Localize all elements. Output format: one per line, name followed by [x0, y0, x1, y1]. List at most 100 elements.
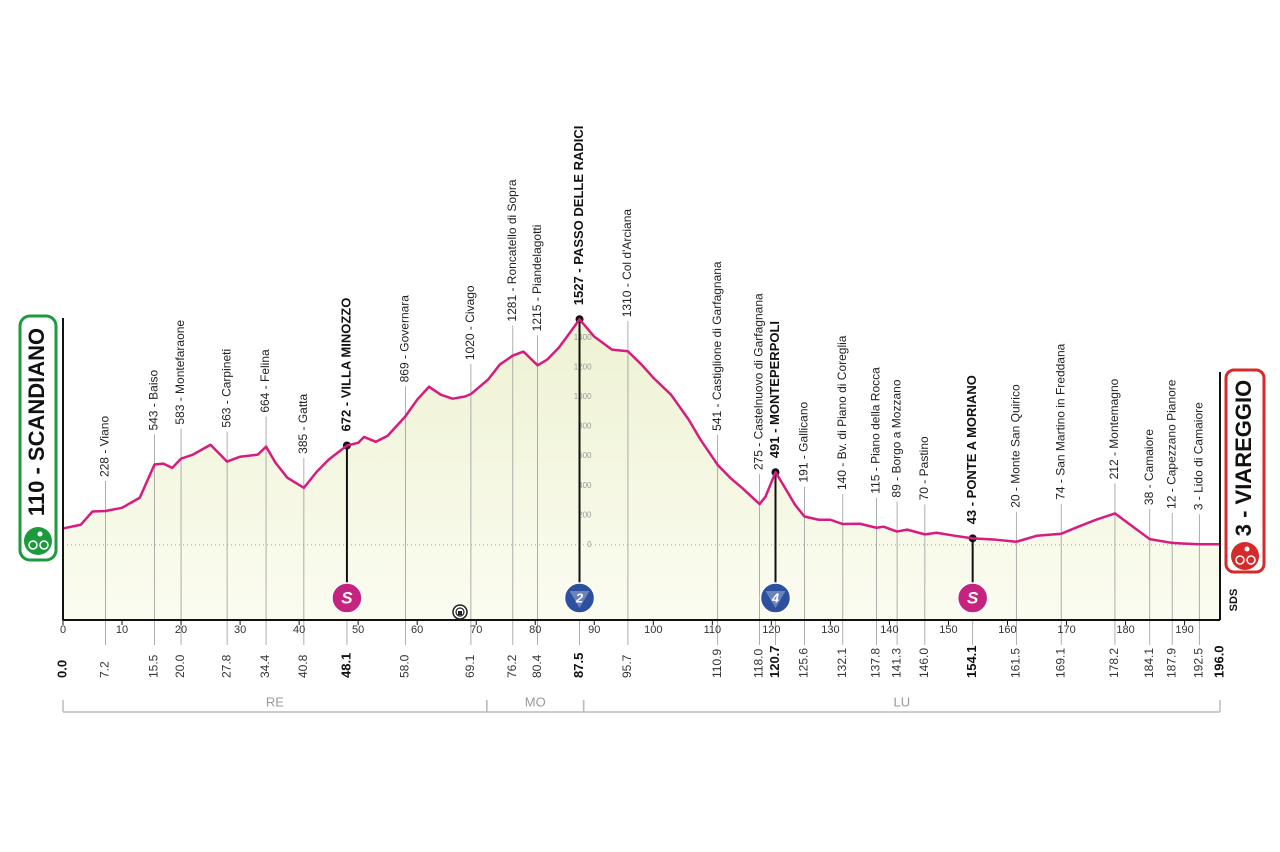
marker-triangle	[765, 591, 786, 608]
x-tick-label: 30	[234, 624, 246, 636]
poi-label: 3 - Lido di Camaiore	[1192, 402, 1206, 510]
region-label: LU	[894, 694, 911, 709]
marker-label: S	[341, 588, 353, 607]
marker-badge	[956, 582, 989, 614]
km-label: 184.1	[1142, 648, 1156, 678]
km-label: 146.0	[917, 648, 931, 678]
poi-label: 74 - San Martino in Freddana	[1053, 343, 1067, 499]
km-label: 15.5	[147, 654, 161, 678]
poi-label: 140 - Bv. di Piano di Coreglia	[835, 335, 849, 490]
x-tick-label: 80	[529, 624, 541, 636]
poi-label: 385 - Gatta	[296, 393, 310, 453]
x-tick-label: 70	[470, 624, 482, 636]
poi-label: 89 - Borgo a Mozzano	[889, 379, 903, 497]
km-label: 76.2	[505, 654, 519, 678]
poi-label: 869 - Governara	[398, 295, 412, 383]
start-icon-wheel	[28, 540, 38, 550]
km-label: 48.1	[338, 653, 353, 678]
start-label: 110 - SCANDIANO	[24, 328, 49, 516]
km-label: 58.0	[398, 654, 412, 678]
finish-icon-rider	[1244, 546, 1250, 552]
poi-label: 228 - Viano	[98, 416, 112, 477]
poi-label: 1281 - Roncatello di Sopra	[505, 179, 519, 321]
y-tick-label: 1400	[574, 333, 592, 342]
poi-label: 491 - MONTEPERPOLI	[767, 321, 782, 458]
x-tick-label: 110	[704, 624, 722, 636]
finish-icon	[1231, 542, 1259, 570]
y-tick-label: 600	[578, 451, 592, 460]
km-label: 161.5	[1009, 648, 1023, 678]
finish-box	[1224, 368, 1266, 574]
km-label: 34.4	[258, 654, 272, 678]
marker-badge	[563, 582, 596, 614]
profile-layer	[63, 319, 1220, 620]
finish-icon-wheel	[1246, 555, 1256, 565]
x-tick-label: 90	[588, 624, 600, 636]
km-label: 118.0	[752, 649, 766, 678]
credit: SDS	[1228, 589, 1240, 612]
x-tick-label: 40	[293, 624, 305, 636]
tunnel-icon	[452, 604, 468, 620]
marker-badge	[331, 582, 363, 614]
poi-label: 563 - Carpineti	[219, 349, 233, 428]
region-label: MO	[525, 694, 546, 709]
poi-label: 191 - Gallicano	[797, 401, 811, 482]
x-tick-label: 100	[644, 624, 662, 636]
poi-label: 38 - Camaiore	[1142, 429, 1156, 505]
x-tick-label: 150	[939, 624, 957, 636]
x-tick-label: 160	[998, 624, 1016, 636]
finish-icon-wheel	[1235, 555, 1245, 565]
x-tick-label: 0	[60, 624, 66, 636]
km-label: 125.6	[797, 648, 811, 678]
start-icon-wheel	[39, 540, 49, 550]
km-label: 154.1	[964, 645, 979, 678]
km-label: 110.9	[710, 649, 724, 678]
km-label: 169.1	[1053, 648, 1067, 678]
km-label: 80.4	[530, 654, 544, 678]
km-label: 196.0	[1211, 645, 1226, 678]
profile-line	[62, 317, 1220, 546]
km-label: 187.9	[1164, 648, 1178, 678]
km-label: 69.1	[463, 654, 477, 678]
poi-label: 541 - Castiglione di Garfagnana	[710, 261, 724, 431]
start-box	[18, 314, 58, 562]
poi-label: 12 - Capezzano Pianore	[1164, 379, 1178, 509]
poi-label: 672 - VILLA MINOZZO	[338, 298, 353, 432]
x-tick-label: 50	[352, 624, 364, 636]
profile-area	[63, 319, 1220, 620]
poi-label: 1310 - Col d'Arciana	[620, 209, 634, 318]
poi-label: 275 - Castelnuovo di Garfagnana	[752, 293, 766, 470]
km-label: 120.7	[767, 645, 782, 678]
y-tick-label: 800	[578, 422, 592, 431]
poi-label: 20 - Monte San Quirico	[1009, 384, 1023, 508]
km-label: 178.2	[1107, 648, 1121, 678]
poi-label: 1215 - Piandelagotti	[530, 225, 544, 332]
marker-triangle	[569, 591, 590, 608]
marker-badge	[759, 582, 792, 614]
x-tick-label: 120	[762, 624, 780, 636]
x-tick-label: 60	[411, 624, 423, 636]
marker-label: 2	[575, 590, 584, 605]
region-label: RE	[266, 694, 284, 709]
marker-label: 4	[771, 590, 780, 605]
marker-label: S	[967, 588, 979, 607]
km-label: 0.0	[54, 660, 69, 678]
km-label: 192.5	[1192, 648, 1206, 678]
km-label: 95.7	[620, 654, 634, 678]
poi-label: 70 - Pastino	[917, 436, 931, 500]
poi-label: 212 - Montemagno	[1107, 378, 1121, 479]
y-tick-label: 1200	[574, 363, 592, 372]
poi-label: 1020 - Civago	[463, 285, 477, 360]
poi-label: 115 - Piano della Rocca	[869, 367, 883, 494]
start-icon-rider	[37, 531, 43, 537]
poi-label: 543 - Baiso	[147, 370, 161, 431]
poi-label: 664 - Felina	[258, 349, 272, 413]
y-tick-label: 1000	[574, 392, 592, 401]
x-tick-label: 130	[821, 624, 839, 636]
km-label: 20.0	[173, 654, 187, 678]
km-label: 141.3	[889, 648, 903, 678]
y-tick-label: 200	[578, 510, 592, 519]
